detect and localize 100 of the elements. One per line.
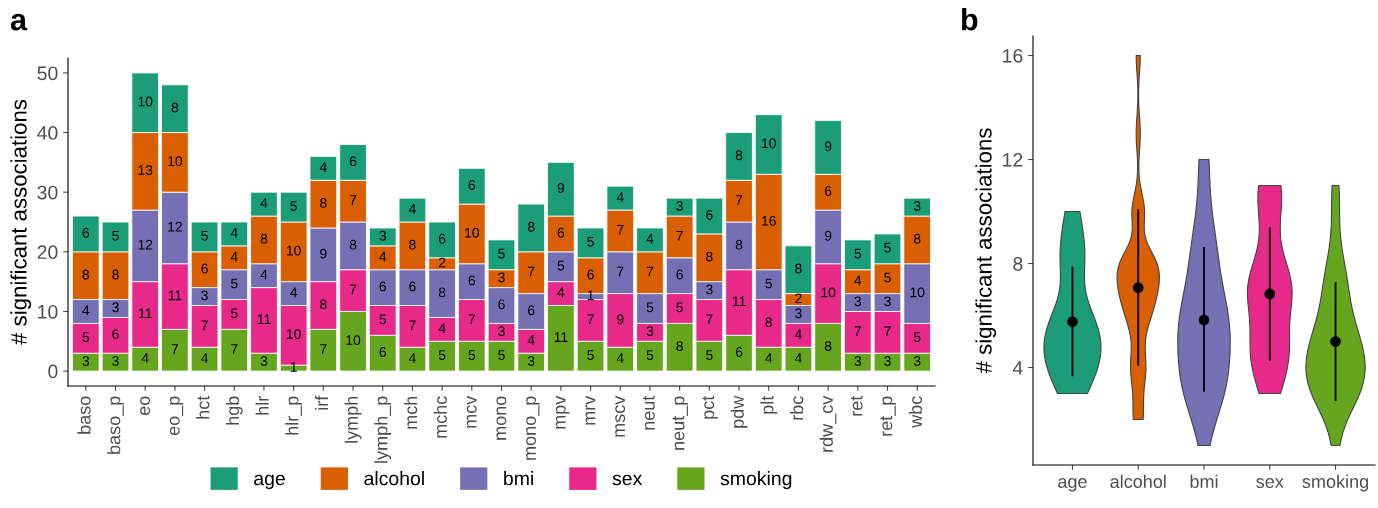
- data-label: 3: [379, 230, 386, 241]
- y-tick-label: 30: [37, 185, 58, 200]
- data-label: 6: [676, 269, 683, 280]
- x-tick-label: mscv: [615, 395, 626, 437]
- data-label: 6: [824, 186, 832, 196]
- data-label: 7: [201, 320, 208, 330]
- data-label: 8: [735, 239, 743, 250]
- data-label: 7: [231, 344, 238, 354]
- x-tick-label: mrv: [585, 395, 596, 425]
- data-label: 8: [706, 251, 713, 262]
- data-label: 5: [706, 350, 713, 360]
- data-label: 3: [498, 272, 505, 283]
- x-tick-label: alcohol: [1110, 474, 1166, 488]
- data-label: 4: [794, 329, 802, 339]
- data-label: 10: [286, 329, 301, 340]
- data-label: 4: [379, 251, 387, 262]
- x-tick-label: wbc: [908, 396, 923, 428]
- data-label: 6: [587, 269, 594, 280]
- data-label: 10: [346, 335, 361, 345]
- data-label: 3: [913, 200, 921, 211]
- data-label: 9: [824, 230, 832, 241]
- data-label: 9: [617, 314, 624, 325]
- data-label: 6: [557, 227, 565, 238]
- x-tick-label: ret: [850, 395, 863, 416]
- data-label: 3: [913, 356, 921, 366]
- data-label: 5: [884, 242, 891, 253]
- data-label: 6: [409, 281, 416, 292]
- x-tick-label: rdw_cv: [819, 395, 837, 452]
- data-label: 12: [138, 239, 153, 250]
- data-label: 3: [260, 356, 268, 366]
- y-tick-label: 0: [48, 364, 58, 379]
- x-tick-label: hlr_p: [285, 396, 303, 435]
- data-label: 8: [82, 269, 90, 280]
- y-tick-label: 8: [1013, 256, 1023, 271]
- data-label: 5: [201, 230, 208, 241]
- data-label: 6: [201, 263, 208, 274]
- x-tick-label: mchc: [433, 396, 447, 438]
- data-label: 9: [320, 248, 327, 259]
- data-label: 4: [260, 269, 268, 280]
- data-label: 6: [438, 233, 446, 244]
- data-label: 7: [646, 266, 654, 277]
- y-tick-label: 50: [37, 66, 58, 81]
- y-tick-label: 20: [37, 245, 58, 260]
- data-label: 8: [913, 233, 921, 244]
- data-label: 7: [468, 314, 475, 324]
- data-label: 3: [884, 296, 891, 307]
- data-label: 4: [408, 204, 416, 214]
- data-label: 4: [616, 192, 624, 202]
- data-label: 11: [257, 314, 271, 324]
- y-axis-title: # significant associations: [975, 128, 997, 374]
- data-label: 10: [286, 245, 301, 256]
- data-label: 3: [498, 326, 505, 337]
- data-label: 4: [230, 227, 238, 238]
- data-label: 5: [230, 308, 238, 319]
- x-tick-label: mcv: [466, 395, 477, 428]
- data-label: 9: [824, 141, 832, 152]
- x-tick-label: baso_p: [107, 396, 124, 454]
- data-label: 6: [379, 281, 386, 292]
- data-label: 5: [468, 350, 476, 360]
- data-label: 8: [260, 233, 268, 244]
- data-label: 9: [557, 183, 565, 193]
- data-label: 5: [676, 302, 683, 313]
- x-tick-label: irf: [314, 395, 329, 410]
- data-label: 3: [795, 308, 802, 319]
- data-label: 7: [349, 195, 357, 205]
- data-label: 3: [854, 296, 862, 307]
- y-tick-label: 12: [1003, 152, 1023, 167]
- x-tick-label: bmi: [1190, 474, 1218, 488]
- data-label: 16: [762, 215, 776, 226]
- data-label: 10: [465, 227, 479, 238]
- point: [1198, 314, 1210, 326]
- y-axis-title: # significant associations: [10, 99, 32, 345]
- data-label: 5: [646, 350, 654, 360]
- data-label: 8: [438, 287, 446, 298]
- x-tick-label: neut_p: [672, 396, 689, 450]
- data-label: 7: [617, 266, 624, 277]
- data-label: 6: [528, 305, 535, 316]
- data-label: 5: [290, 201, 297, 211]
- data-label: 8: [735, 150, 743, 161]
- data-label: 5: [438, 350, 446, 360]
- data-label: 4: [765, 353, 773, 363]
- data-label: 10: [821, 287, 836, 298]
- data-label: 8: [320, 198, 327, 208]
- data-label: 7: [320, 344, 327, 354]
- data-label: 4: [260, 198, 268, 208]
- data-label: 10: [168, 156, 183, 167]
- x-tick-label: mono: [496, 396, 507, 440]
- data-label: 5: [646, 302, 654, 313]
- data-label: 7: [528, 266, 535, 277]
- data-label: 5: [913, 332, 921, 343]
- x-tick-label: sex: [1256, 478, 1284, 488]
- x-tick-label: lymph_p: [374, 396, 392, 463]
- data-label: 7: [171, 344, 179, 354]
- data-label: 7: [409, 320, 416, 330]
- data-label: 7: [884, 326, 891, 336]
- data-label: 8: [409, 239, 416, 250]
- data-label: 7: [587, 314, 594, 324]
- x-tick-label: mpv: [555, 395, 570, 429]
- data-label: 2: [438, 257, 446, 268]
- data-label: 5: [587, 236, 594, 247]
